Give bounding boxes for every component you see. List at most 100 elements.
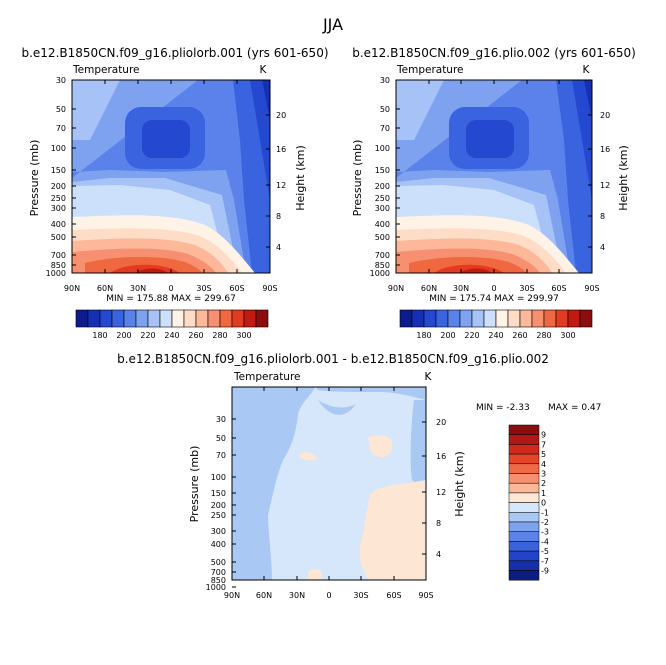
fill-level-305: [135, 268, 168, 273]
colorbar-label--4: -4: [541, 537, 549, 546]
x-axis-label-60S: 60S: [229, 284, 244, 293]
variable-label: Temperature: [72, 64, 140, 76]
y-axis-label-400: 400: [211, 540, 226, 549]
colorbar-label-200: 200: [440, 331, 455, 340]
y-axis-label-1000: 1000: [46, 269, 66, 278]
colorbar-swatch-15: [255, 309, 269, 328]
colorbar-label-7: 7: [541, 440, 546, 449]
colorbar-swatch-2: [508, 444, 540, 455]
y-axis-label-300: 300: [375, 204, 390, 213]
fill-level-210: [396, 80, 592, 273]
x-axis-label-30S: 30S: [196, 284, 211, 293]
y-axis-title: Pressure (mb): [188, 446, 201, 523]
colorbar-label-0: 0: [541, 499, 546, 508]
stats-label: MIN = 175.88 MAX = 299.67: [106, 294, 236, 304]
colorbar-swatch-7: [483, 309, 497, 328]
y-axis-label-500: 500: [51, 233, 66, 242]
colorbar-label-5: 5: [541, 450, 546, 459]
plot-axes: [71, 79, 271, 274]
variable-label: Temperature: [396, 64, 464, 76]
y-axis-label-500: 500: [375, 233, 390, 242]
colorbar-label-260: 260: [512, 331, 527, 340]
colorbar-swatch-11: [508, 531, 540, 542]
fill-level-plus-1-east: [359, 480, 426, 580]
colorbar-label-180: 180: [92, 331, 107, 340]
x-axis-label-90S: 90S: [262, 284, 277, 293]
colorbar-label-4: 4: [541, 460, 546, 469]
height-label-12: 12: [436, 488, 446, 497]
fill-level-plus-1-north: [368, 435, 393, 458]
y-axis-label-100: 100: [211, 473, 226, 482]
colorbar-swatch-15: [579, 309, 593, 328]
colorbar-swatch-8: [508, 502, 540, 513]
y-axis-label-700: 700: [51, 251, 66, 260]
y-axis-right-title: Height (km): [453, 451, 466, 517]
fill-level-180: [262, 80, 270, 120]
colorbar-label--7: -7: [541, 557, 549, 566]
colorbar-label-1: 1: [541, 489, 546, 498]
x-axis-label-30N: 30N: [453, 284, 469, 293]
y-axis-title: Pressure (mb): [28, 140, 41, 217]
fill-level-210: [72, 80, 270, 273]
fill-level-minus-2-tongue: [318, 400, 356, 415]
colorbar-label-9: 9: [541, 431, 546, 440]
y-axis-label-70: 70: [216, 451, 226, 460]
x-axis-label-90S: 90S: [418, 591, 433, 600]
colorbar-swatch-4: [123, 309, 137, 328]
colorbar-swatch-0: [75, 309, 89, 328]
colorbar-swatch-12: [543, 309, 557, 328]
fill-level-180: [584, 80, 592, 120]
colorbar-label-300: 300: [236, 331, 251, 340]
height-label-8: 8: [600, 212, 605, 221]
y-axis-label-200: 200: [51, 182, 66, 191]
plot-axes: [231, 387, 427, 588]
units-label: K: [583, 64, 591, 76]
colorbar-swatch-10: [519, 309, 533, 328]
fill-level-305: [459, 268, 492, 273]
height-label-4: 4: [600, 243, 605, 252]
contour-field: [232, 387, 426, 580]
colorbar-swatch-7: [159, 309, 173, 328]
variable-label: Temperature: [233, 371, 301, 383]
x-axis-label-30S: 30S: [353, 591, 368, 600]
colorbar-swatch-2: [99, 309, 113, 328]
colorbar-swatch-10: [508, 521, 540, 532]
colorbar-swatch-14: [243, 309, 257, 328]
colorbar-swatch-6: [471, 309, 485, 328]
colorbar: 180 200 220 240 260 280 300: [75, 309, 269, 340]
y-axis-label-850: 850: [51, 261, 66, 270]
height-label-20: 20: [600, 111, 610, 120]
colorbar-swatch-8: [171, 309, 185, 328]
contour-field: [72, 80, 270, 273]
x-axis-label-30S: 30S: [519, 284, 534, 293]
y-axis-label-30: 30: [380, 76, 390, 85]
y-axis-label-70: 70: [380, 124, 390, 133]
colorbar-label--1: -1: [541, 508, 549, 517]
colorbar-swatch-8: [495, 309, 509, 328]
y-axis-label-50: 50: [56, 105, 66, 114]
colorbar-swatch-11: [531, 309, 545, 328]
fill-level-190: [572, 80, 592, 200]
y-axis-label-250: 250: [51, 194, 66, 203]
colorbar-swatch-14: [567, 309, 581, 328]
colorbar-swatch-5: [459, 309, 473, 328]
height-label-8: 8: [276, 212, 281, 221]
height-label-8: 8: [436, 519, 441, 528]
y-axis-label-200: 200: [211, 501, 226, 510]
panel-title: b.e12.B1850CN.f09_g16.pliolorb.001 - b.e…: [117, 352, 549, 366]
panel-plio: b.e12.B1850CN.f09_g16.plio.002 (yrs 601-…: [351, 46, 636, 340]
y-axis-label-250: 250: [211, 511, 226, 520]
stats-label: MIN = 175.74 MAX = 299.97: [429, 294, 559, 304]
y-axis-label-1000: 1000: [370, 269, 390, 278]
x-axis-label-90N: 90N: [224, 591, 240, 600]
colorbar-swatch-1: [508, 434, 540, 445]
colorbar-swatch-9: [507, 309, 521, 328]
colorbar-label-260: 260: [188, 331, 203, 340]
fill-cold-core-inner: [466, 120, 514, 158]
fill-level-minus-2-top: [315, 387, 426, 400]
y-axis-right-title: Height (km): [294, 145, 307, 211]
y-axis-label-400: 400: [375, 220, 390, 229]
colorbar-swatch-11: [207, 309, 221, 328]
